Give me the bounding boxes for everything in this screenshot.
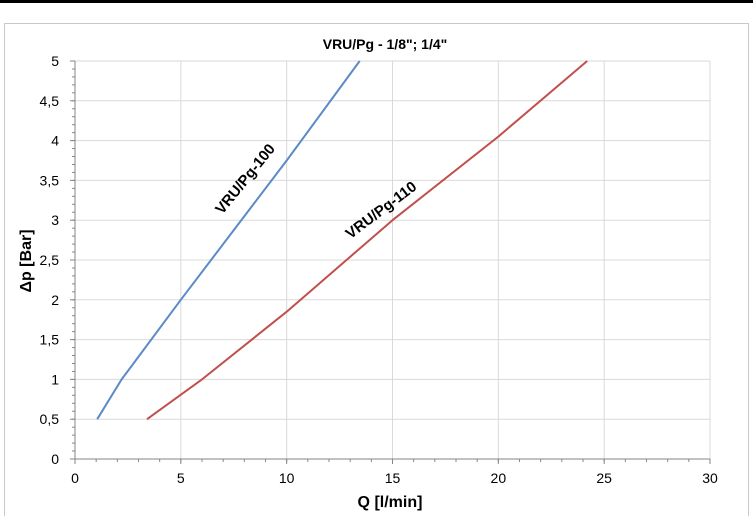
- y-tick-label: 1,5: [40, 332, 60, 348]
- y-tick-label: 2: [51, 292, 59, 308]
- series-label-vru-pg-100: VRU/Pg-100: [212, 141, 279, 218]
- y-tick-label: 4,5: [40, 93, 60, 109]
- y-axis-label: Δp [Bar]: [18, 229, 35, 292]
- y-tick-label: 0,5: [40, 411, 60, 427]
- y-tick-label: 3,5: [40, 172, 60, 188]
- y-tick-label: 2,5: [40, 252, 60, 268]
- x-tick-label: 25: [596, 470, 612, 486]
- series-lines: [96, 60, 588, 421]
- chart-area-frame: [4, 23, 749, 516]
- series-line-vru-pg-110: [146, 60, 588, 421]
- x-tick-label: 30: [702, 470, 718, 486]
- top-border-line: [0, 0, 753, 3]
- series-label-vru-pg-110: VRU/Pg-110: [343, 178, 420, 242]
- x-tick-label: 20: [491, 470, 507, 486]
- x-axis-label: Q [l/min]: [358, 494, 423, 511]
- chart-title: VRU/Pg - 1/8"; 1/4": [323, 36, 448, 52]
- x-tick-label: 10: [279, 470, 295, 486]
- x-tick-label: 5: [177, 470, 185, 486]
- x-tick-label: 15: [385, 470, 401, 486]
- y-tick-label: 3: [51, 212, 59, 228]
- series-line-vru-pg-100: [96, 60, 361, 420]
- x-tick-label: 0: [71, 470, 79, 486]
- y-tick-label: 5: [51, 53, 59, 69]
- grid-lines: [75, 60, 711, 459]
- axes: [70, 60, 711, 464]
- y-tick-label: 1: [51, 371, 59, 387]
- tick-labels: 0 5 10 15 20 25 30 0 0,5 1 1,5 2 2,5 3 3,5 4 4,5 5: [40, 53, 718, 486]
- y-tick-label: 0: [51, 451, 59, 467]
- y-tick-label: 4: [51, 133, 59, 149]
